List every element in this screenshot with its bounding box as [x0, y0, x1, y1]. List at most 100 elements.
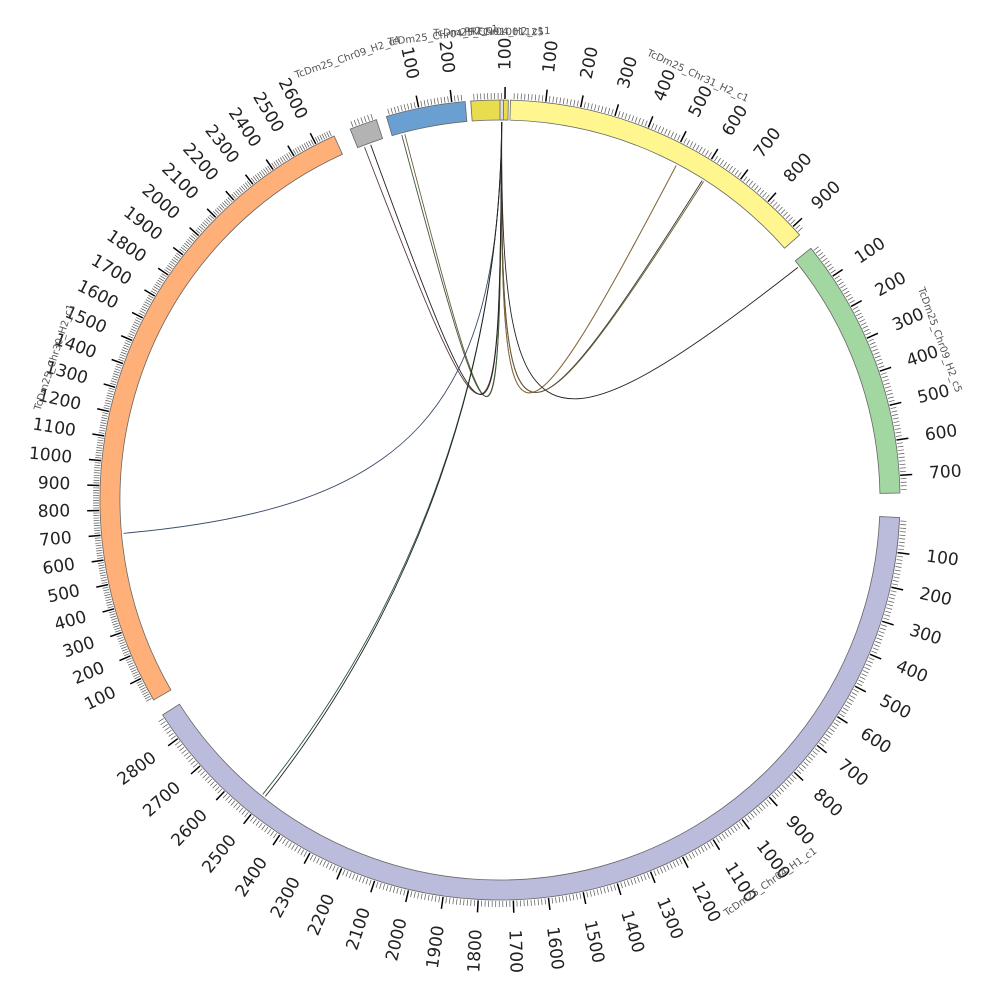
tick-minor	[862, 325, 869, 329]
tick-minor	[114, 629, 121, 633]
tick-label: 2000	[382, 916, 411, 963]
tick-minor	[403, 104, 406, 111]
tick-minor	[879, 627, 886, 631]
tick-minor	[345, 870, 349, 877]
tick-minor	[667, 130, 671, 136]
tick-minor	[714, 155, 718, 162]
tick-label: 1900	[423, 924, 449, 970]
tick-minor	[154, 284, 161, 288]
tick-minor	[752, 810, 758, 816]
tick-minor	[812, 750, 818, 756]
tick-minor	[431, 895, 433, 902]
tick-minor	[179, 746, 185, 752]
tick-minor	[116, 634, 123, 638]
tick-label: 1200	[687, 878, 725, 926]
tick-minor	[129, 330, 136, 334]
tick-minor	[731, 167, 736, 174]
tick-minor	[789, 777, 795, 782]
tick-major	[816, 744, 828, 754]
tick-label: 600	[41, 555, 76, 580]
tick-minor	[319, 134, 323, 141]
tick-label: 200	[577, 45, 603, 81]
tick-minor	[779, 787, 785, 793]
tick-minor	[212, 783, 218, 789]
tick-minor	[679, 858, 683, 865]
tick-minor	[884, 386, 891, 389]
tick-minor	[865, 663, 872, 667]
tick-label: 600	[924, 421, 959, 446]
tick-minor	[427, 894, 430, 901]
tick-minor	[573, 99, 576, 106]
tick-minor	[164, 726, 170, 731]
tick-minor	[691, 851, 696, 858]
tick-major	[869, 653, 882, 660]
tick-minor	[541, 95, 544, 102]
tick-minor	[195, 229, 201, 234]
tick-minor	[895, 566, 902, 568]
tick-minor	[548, 96, 551, 103]
tick-minor	[303, 143, 308, 149]
segment-TcDm25_Chr04_H1_c1	[162, 516, 901, 901]
tick-minor	[463, 899, 465, 906]
tick-minor	[874, 355, 881, 359]
tick-minor	[583, 101, 586, 109]
tick-minor	[590, 103, 593, 110]
tick-minor	[604, 107, 607, 114]
link-ribbon	[501, 122, 703, 393]
tick-major	[891, 586, 904, 591]
tick-minor	[778, 206, 783, 212]
tick-minor	[552, 96, 554, 103]
tick-label: 600	[856, 724, 894, 758]
tick-minor	[102, 412, 109, 415]
tick-minor	[392, 886, 396, 893]
tick-major	[768, 796, 778, 807]
tick-minor	[111, 377, 118, 381]
link-ribbon	[262, 122, 503, 795]
tick-minor	[270, 830, 275, 837]
tick-major	[679, 130, 687, 143]
tick-minor	[618, 111, 621, 117]
tick-minor	[279, 157, 284, 163]
tick-minor	[898, 453, 905, 455]
tick-label: 600	[718, 102, 752, 140]
tick-minor	[241, 809, 246, 815]
link-ribbon	[370, 122, 503, 395]
tick-minor	[244, 182, 250, 188]
tick-minor	[250, 177, 256, 183]
tick-minor	[117, 636, 124, 640]
tick-minor	[314, 137, 319, 143]
tick-minor	[107, 390, 114, 393]
tick-minor	[893, 421, 900, 423]
tick-minor	[673, 133, 678, 139]
tick-minor	[813, 246, 819, 251]
tick-minor	[403, 889, 406, 896]
tick-minor	[350, 121, 354, 128]
tick-minor	[771, 794, 777, 800]
tick-minor	[730, 827, 735, 834]
tick-minor	[745, 178, 751, 184]
tick-minor	[222, 202, 227, 208]
tick-minor	[572, 894, 575, 901]
tick-minor	[358, 876, 362, 882]
tick-minor	[801, 764, 807, 769]
tick-minor	[102, 586, 109, 589]
tick-minor	[202, 221, 208, 227]
tick-minor	[857, 315, 864, 320]
tick-minor	[138, 312, 145, 316]
tick-minor	[758, 806, 763, 812]
tick-minor	[94, 462, 101, 464]
tick-minor	[544, 898, 547, 905]
tick-minor	[150, 290, 157, 295]
tick-minor	[352, 873, 355, 880]
tick-minor	[856, 312, 862, 317]
tick-major	[370, 880, 376, 893]
tick-minor	[197, 227, 203, 233]
tick-major	[415, 95, 420, 108]
tick-minor	[739, 821, 744, 827]
tick-major	[129, 677, 142, 685]
tick-label: 200	[434, 40, 458, 75]
tick-minor	[138, 684, 145, 689]
segment-TcDm25_Chr30_H2_c1	[99, 135, 343, 701]
tick-minor	[95, 539, 102, 542]
tick-minor	[825, 733, 831, 738]
